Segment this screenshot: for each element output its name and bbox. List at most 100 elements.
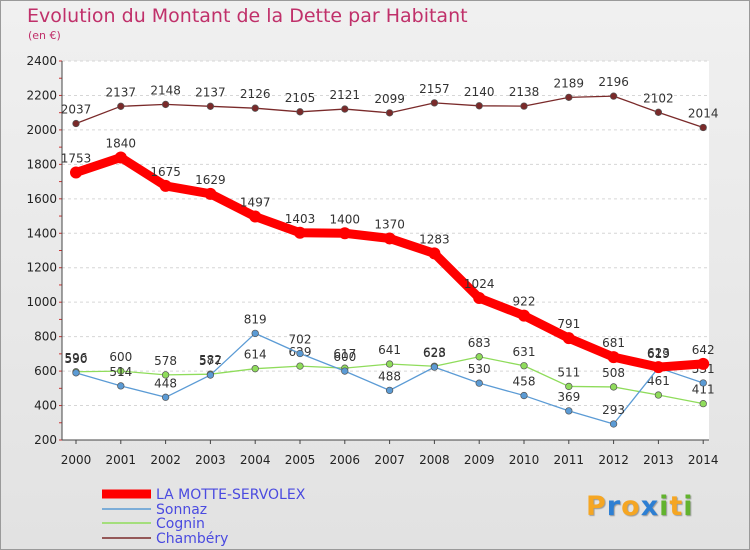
x-tick-label: 2002 [150,453,181,467]
y-tick-label: 1800 [26,157,57,171]
data-label-cognin: 582 [199,353,222,367]
data-label-cognin: 596 [65,351,88,365]
data-label-cognin: 628 [423,345,446,359]
data-point-sonnaz [565,407,573,415]
legend-label-sonnaz: Sonnaz [156,502,207,518]
y-tick-label: 2200 [26,88,57,102]
y-tick-label: 2000 [26,123,57,137]
plot-area [62,61,709,440]
data-label-cognin: 683 [468,336,491,350]
data-label-sonnaz: 369 [557,390,580,404]
data-label-chamb-ry: 2105 [285,91,316,105]
x-tick-label: 2004 [240,453,271,467]
data-label-la-motte-servolex: 1400 [330,212,361,226]
data-point-chamb-ry [385,109,394,117]
logo-letter: r [606,491,622,522]
data-label-cognin: 411 [692,383,715,397]
x-tick-label: 2001 [106,453,137,467]
data-point-sonnaz [251,329,259,338]
y-tick-label: 1600 [26,192,57,206]
data-point-sonnaz [206,371,215,379]
y-tick-label: 1200 [26,261,57,275]
logo-letter: P [586,491,607,522]
data-point-sonnaz [609,420,618,428]
data-point-chamb-ry [430,99,439,107]
data-label-chamb-ry: 2148 [150,83,181,97]
proxiti-logo: Proxiti [586,491,694,522]
data-label-cognin: 600 [109,350,132,364]
data-label-la-motte-servolex: 922 [513,295,536,309]
data-point-la-motte-servolex [428,247,441,260]
data-label-la-motte-servolex: 1370 [374,217,405,231]
x-tick-label: 2005 [285,453,316,467]
data-label-chamb-ry: 2137 [195,85,226,99]
x-tick-label: 2008 [419,453,450,467]
data-label-la-motte-servolex: 1753 [61,151,92,165]
data-point-la-motte-servolex [473,292,486,305]
data-point-cognin [161,371,170,379]
data-point-la-motte-servolex [562,332,575,345]
x-tick-label: 2000 [61,453,92,467]
data-point-la-motte-servolex [697,357,710,370]
data-point-la-motte-servolex [114,151,127,164]
logo-letter: x [640,491,660,522]
logo-letter: o [621,491,641,522]
data-point-chamb-ry [520,102,528,110]
data-label-sonnaz: 488 [378,369,401,383]
data-label-la-motte-servolex: 1675 [150,165,181,179]
data-label-sonnaz: 590 [65,352,88,366]
data-point-sonnaz [699,379,707,387]
data-point-la-motte-servolex [249,210,262,223]
data-label-chamb-ry: 2121 [330,88,361,102]
logo-letter: t [669,491,684,522]
chart-subtitle: (en €) [28,29,61,42]
data-point-la-motte-servolex [383,232,396,245]
logo-letter: i [659,491,670,522]
data-point-chamb-ry [475,102,483,110]
data-label-cognin: 511 [557,365,580,379]
data-point-la-motte-servolex [70,166,82,179]
data-point-chamb-ry [341,105,349,113]
legend-label-cognin: Cognin [156,516,205,532]
data-point-cognin [699,400,707,408]
data-label-sonnaz: 448 [154,376,177,390]
legend-label-la-motte-servolex: LA MOTTE-SERVOLEX [156,487,306,503]
data-label-cognin: 614 [244,348,267,362]
data-point-la-motte-servolex [607,351,620,364]
logo-letter: i [683,491,694,522]
data-point-la-motte-servolex [518,309,530,322]
x-tick-label: 2010 [509,453,540,467]
data-point-sonnaz [475,379,483,387]
data-label-chamb-ry: 2189 [554,76,585,90]
data-label-chamb-ry: 2157 [419,82,450,96]
data-point-la-motte-servolex [652,361,665,374]
data-label-chamb-ry: 2037 [61,103,92,117]
data-point-la-motte-servolex [204,187,217,200]
data-label-cognin: 631 [513,345,536,359]
data-label-sonnaz: 458 [513,375,536,389]
data-point-cognin [251,365,259,373]
data-point-la-motte-servolex [294,226,306,239]
data-label-sonnaz: 514 [109,365,132,379]
data-point-chamb-ry [251,104,259,112]
data-point-cognin [565,382,573,391]
data-label-chamb-ry: 2138 [509,85,540,99]
x-tick-label: 2006 [330,453,361,467]
data-point-sonnaz [296,349,304,358]
data-label-chamb-ry: 2102 [643,91,674,105]
data-label-chamb-ry: 2126 [240,87,271,101]
data-label-la-motte-servolex: 1629 [195,173,226,187]
data-point-chamb-ry [565,93,573,101]
data-label-chamb-ry: 2099 [374,92,405,106]
y-tick-label: 1000 [26,295,57,309]
y-tick-label: 600 [34,364,57,378]
data-label-sonnaz: 530 [468,362,491,376]
data-point-sonnaz [341,367,349,375]
legend-label-chamb-ry: Chambéry [156,531,228,547]
data-label-la-motte-servolex: 1024 [464,277,495,291]
y-tick-label: 400 [34,399,57,413]
data-label-chamb-ry: 2140 [464,85,495,99]
data-label-chamb-ry: 2196 [598,75,629,89]
